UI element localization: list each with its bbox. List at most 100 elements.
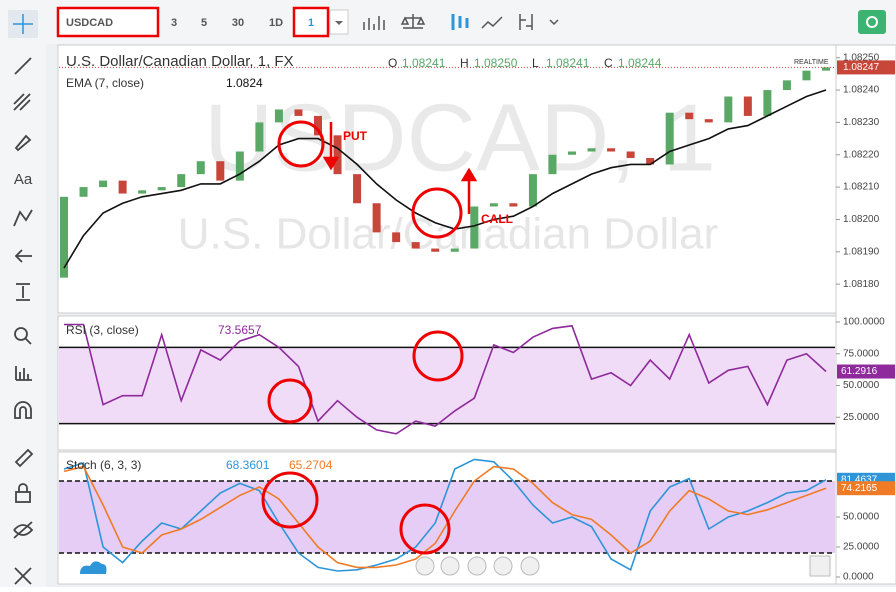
camera-button[interactable] — [858, 10, 886, 34]
nav-buttons[interactable] — [415, 555, 831, 577]
candle — [294, 109, 303, 116]
candle — [216, 161, 225, 181]
price-pane — [57, 44, 837, 314]
y-tick-label: 50.0000 — [843, 512, 880, 523]
candle — [528, 174, 537, 207]
candle — [411, 242, 420, 249]
candle — [314, 115, 322, 136]
candle — [489, 203, 498, 207]
candle — [255, 122, 264, 152]
watermark-symbol: USDCAD, 1 — [204, 84, 716, 191]
candle — [568, 151, 576, 155]
stoch-d-value: 65.2704 — [289, 458, 333, 472]
candle — [177, 174, 186, 188]
candle — [548, 154, 557, 175]
candle — [626, 151, 635, 158]
ohlc-value: 1.08244 — [618, 56, 662, 70]
ohlc-value: 1.08241 — [402, 56, 446, 70]
symbol: USDCAD — [66, 17, 113, 29]
candle — [60, 196, 68, 278]
interval-button[interactable]: 3 — [171, 17, 177, 29]
ohlc-name: H — [460, 56, 469, 70]
ohlc-name: O — [388, 56, 397, 70]
candle — [118, 180, 127, 194]
last-value-label: 81.4637 — [841, 474, 878, 485]
annotation-circles — [261, 120, 464, 555]
last-value-tag — [837, 364, 895, 379]
tool-icons — [13, 57, 34, 585]
y-tick-label: 75.0000 — [843, 348, 880, 359]
last-value-label: 61.2916 — [841, 366, 878, 377]
candle — [743, 96, 752, 116]
indicator-line — [63, 458, 827, 572]
last-price-label: 1.08247 — [843, 62, 880, 73]
band-fill — [59, 347, 835, 424]
candle — [79, 187, 88, 197]
y-tick-label: 50.0000 — [843, 380, 880, 391]
y-tick-label: 1.08210 — [843, 182, 880, 193]
candle — [196, 161, 205, 175]
y-tick-label: 25.0000 — [843, 542, 880, 553]
candle — [509, 203, 518, 207]
interval-button[interactable]: 1 — [308, 17, 314, 29]
candle — [333, 135, 342, 175]
indicator-line — [63, 465, 827, 569]
put-label: PUT — [343, 129, 368, 143]
candle — [431, 248, 440, 252]
last-value-tag — [837, 481, 895, 496]
y-tick-label: 0.0000 — [843, 572, 874, 583]
last-price-tag — [837, 60, 895, 75]
candle — [665, 112, 674, 165]
rsi-title: RSI (3, close) — [66, 323, 139, 337]
candle — [274, 109, 283, 123]
candle — [235, 151, 244, 181]
candle — [704, 119, 713, 123]
ohlc-value: 1.08241 — [546, 56, 590, 70]
y-tick-label: 100.0000 — [843, 317, 885, 328]
candle — [450, 248, 459, 252]
logo — [80, 561, 107, 574]
ohlc-value: 1.08250 — [474, 56, 518, 70]
interval-button[interactable]: 5 — [201, 17, 207, 29]
y-tick-label: 1.08220 — [843, 149, 880, 160]
text-tool[interactable]: Aa — [14, 171, 33, 188]
y-tick-label: 1.08230 — [843, 117, 880, 128]
candle — [353, 174, 362, 204]
y-tick-label: 1.08240 — [843, 85, 880, 96]
symbol-box[interactable] — [56, 6, 160, 38]
y-tick-label: 1.08190 — [843, 246, 880, 257]
call-arrow — [460, 167, 478, 214]
candle — [157, 187, 166, 191]
candle — [685, 112, 694, 120]
dropdown-arrow — [335, 21, 343, 25]
candle — [138, 190, 147, 194]
realtime-status: REALTIME — [794, 59, 829, 66]
candle — [392, 232, 401, 243]
y-tick-label: 1.08250 — [843, 52, 880, 63]
candle — [724, 96, 733, 123]
indicator-line — [63, 89, 827, 269]
camera-icon — [866, 16, 878, 28]
interval-button[interactable]: 1D — [269, 17, 283, 29]
interval-button[interactable]: 30 — [232, 17, 244, 29]
y-tick-label: 1.08180 — [843, 279, 880, 290]
interval-selected[interactable] — [292, 6, 330, 38]
candle — [782, 80, 791, 91]
candle — [802, 70, 811, 81]
ohlc-name: C — [604, 56, 613, 70]
ema-title: EMA (7, close) — [66, 76, 144, 90]
candle — [372, 203, 381, 233]
candle — [470, 206, 479, 249]
candle — [587, 148, 596, 152]
candle — [763, 90, 772, 116]
toolbar-icons — [363, 14, 559, 30]
crosshair-icon — [13, 14, 33, 34]
indicator-line — [64, 323, 827, 435]
candle — [607, 148, 616, 152]
ohlc-name: L — [532, 56, 539, 70]
stoch-k-value: 68.3601 — [226, 458, 270, 472]
candle — [646, 157, 655, 165]
candle — [99, 180, 108, 188]
left-toolbar — [0, 44, 46, 587]
